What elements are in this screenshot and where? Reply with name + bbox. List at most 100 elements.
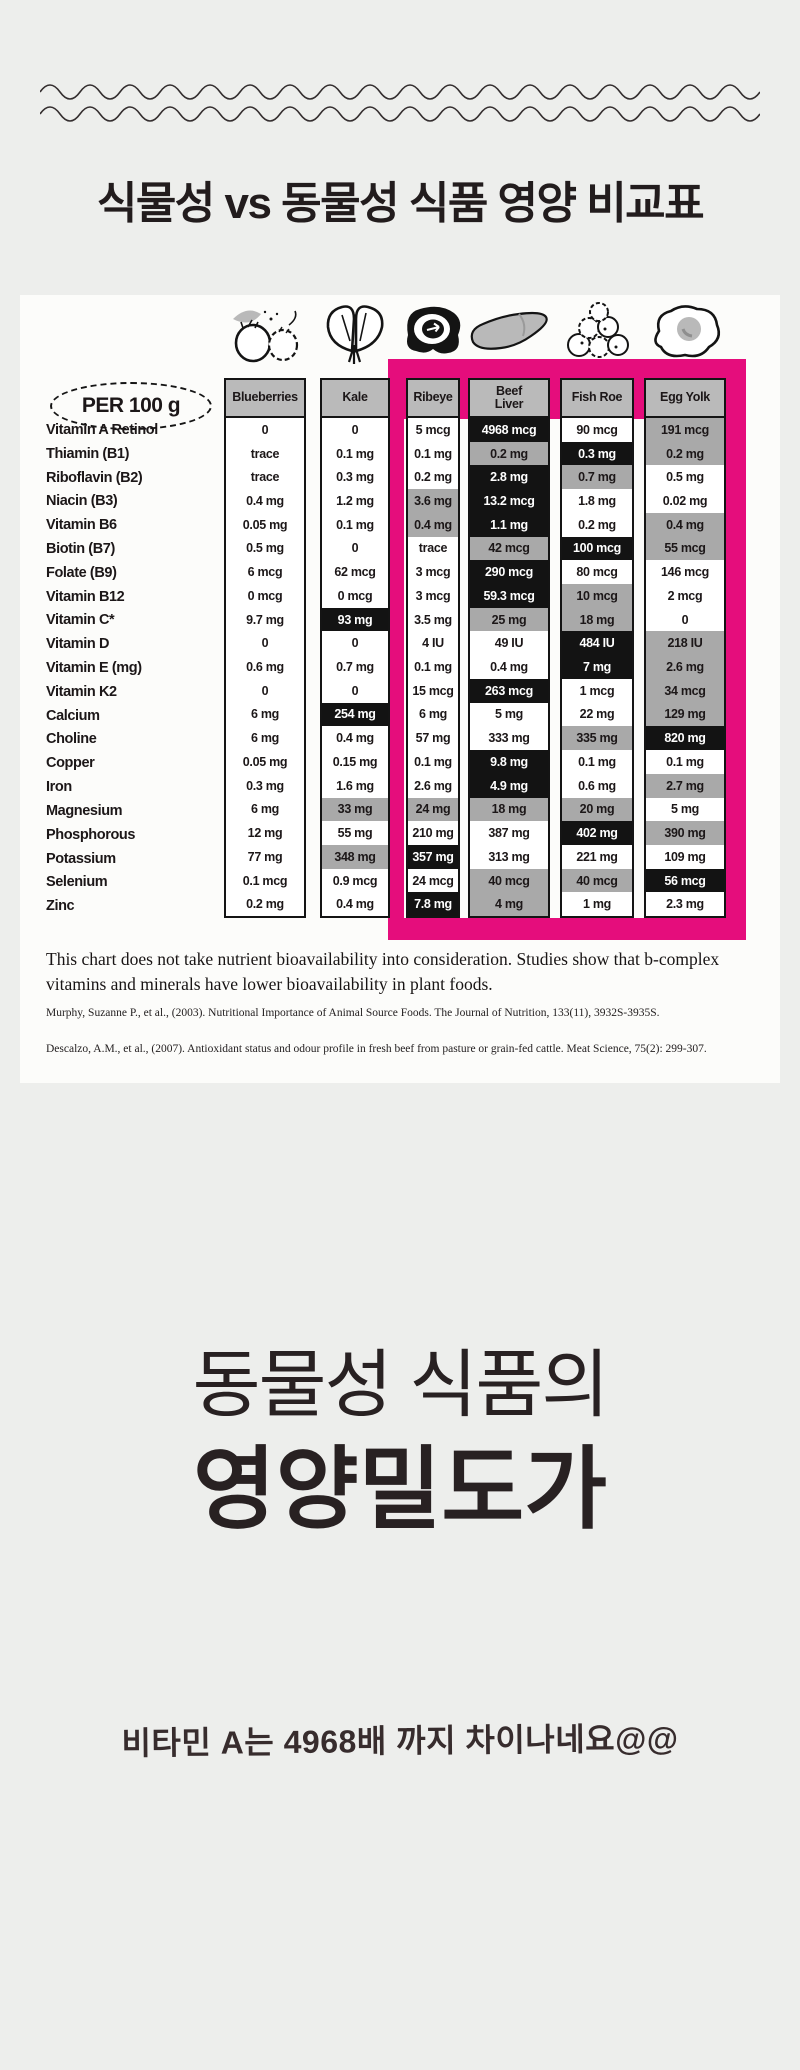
nutrient-label: Vitamin D [46, 636, 110, 653]
value-cell: 20 mg [562, 797, 632, 822]
nutrient-label: Magnesium [46, 802, 123, 819]
value-cell: 77 mg [247, 849, 283, 864]
page-title: 식물성 vs 동물성 식품 영양 비교표 [96, 179, 705, 229]
nutrient-label: Potassium [46, 850, 116, 867]
value-cell: 22 mg [579, 707, 615, 722]
column-values: 5 mcg 0.1 mg 0.2 mg 3.6 mg 0.4 mg trace 3 mcg 3… [406, 418, 460, 918]
column-values: 0 0.1 mg 0.3 mg 1.2 mg 0.1 mg 0 62 mcg 0 mcg 93 … [320, 418, 390, 918]
value-cell: trace [418, 541, 448, 556]
value-cell: 55 mcg [646, 536, 724, 561]
per-100g-badge: PER 100 g [50, 382, 212, 430]
nutrient-label: Vitamin B12 [46, 588, 125, 605]
value-cell: 0.7 mg [562, 465, 632, 490]
value-cell: 9.8 mg [470, 750, 548, 774]
value-cell: 24 mcg [412, 873, 454, 888]
value-cell: 0.5 mg [666, 470, 704, 485]
value-cell: 129 mg [646, 702, 724, 727]
value-cell: 12 mg [247, 826, 283, 841]
value-cell: 0 [351, 636, 359, 651]
value-cell: 0.3 mg [336, 470, 374, 485]
value-cell: 13.2 mcg [470, 489, 548, 513]
value-cell: 0 [681, 612, 689, 627]
value-cell: 55 mg [337, 826, 373, 841]
value-cell: 100 mcg [562, 536, 632, 561]
value-cell: 218 IU [646, 631, 724, 656]
value-cell: 1.2 mg [336, 494, 374, 509]
value-cell: 0.3 mg [562, 441, 632, 466]
value-cell: 191 mcg [646, 418, 724, 442]
value-cell: 25 mg [470, 607, 548, 632]
column-header: Ribeye [406, 378, 460, 418]
value-cell: 62 mcg [334, 565, 376, 580]
value-cell: 0 [351, 422, 359, 437]
value-cell: 93 mg [322, 607, 388, 632]
value-cell: 348 mg [322, 844, 388, 869]
nutrient-label: Phosphorous [46, 826, 136, 843]
nutrient-label: Niacin (B3) [46, 493, 118, 510]
citation-descalzo: Descalzo, A.M., et al., (2007). Antioxid… [46, 1043, 707, 1055]
value-cell: 333 mg [488, 731, 530, 746]
value-cell: 146 mcg [661, 565, 709, 580]
value-cell: 210 mg [412, 826, 454, 841]
column-values: 0 trace trace 0.4 mg 0.05 mg 0.5 mg 6 mcg 0 mcg… [224, 418, 306, 918]
value-cell: 7.8 mg [408, 892, 458, 917]
nutrient-labels-column: Vitamin A Retinol Thiamin (B1) Riboflavin … [46, 418, 218, 918]
value-cell: 387 mg [488, 826, 530, 841]
value-cell: 6 mcg [247, 565, 283, 580]
column-blueberries: Blueberries 0 trace trace 0.4 mg 0.05 mg 0.5 m… [224, 378, 306, 918]
fish-roe-icon [559, 301, 635, 366]
wavy-divider-line-1 [40, 84, 760, 100]
nutrient-label: Thiamin (B1) [46, 445, 130, 462]
value-cell: 484 IU [562, 631, 632, 656]
value-cell: 1.8 mg [578, 494, 616, 509]
value-cell: 0.2 mg [246, 897, 284, 912]
nutrient-label: Vitamin B6 [46, 517, 117, 534]
value-cell: 42 mcg [470, 536, 548, 561]
value-cell: 0.2 mg [646, 441, 724, 466]
nutrient-label: Copper [46, 755, 95, 772]
value-cell: 0.1 mg [414, 754, 452, 769]
value-cell: 5 mcg [415, 422, 451, 437]
value-cell: 0.7 mg [336, 660, 374, 675]
value-cell: trace [250, 470, 280, 485]
value-cell: 0.1 mcg [242, 873, 288, 888]
value-cell: 0.5 mg [246, 541, 284, 556]
value-cell: 0.4 mg [408, 512, 458, 537]
ribeye-icon [400, 301, 466, 364]
value-cell: 3 mcg [415, 588, 451, 603]
value-cell: 80 mcg [576, 565, 618, 580]
value-cell: 2.6 mg [646, 655, 724, 679]
nutrient-label: Choline [46, 731, 97, 748]
nutrition-table-card: PER 100 g Vitamin A Retinol Thiamin (B1) R… [20, 295, 780, 1083]
headline-block: 동물성 식품의 영양밀도가 [0, 1342, 800, 1540]
column-beef-liver: Beef Liver 4968 mcg 0.2 mg 2.8 mg 13.2 mcg 1.… [468, 378, 550, 918]
column-header: Kale [320, 378, 390, 418]
nutrient-label: Biotin (B7) [46, 540, 115, 557]
value-cell: 0.1 mg [414, 446, 452, 461]
value-cell: 6 mg [419, 707, 447, 722]
value-cell: 2.7 mg [646, 773, 724, 798]
value-cell: 0.1 mg [336, 517, 374, 532]
value-cell: 1.1 mg [470, 512, 548, 537]
value-cell: 0.6 mg [578, 778, 616, 793]
value-cell: 9.7 mg [246, 612, 284, 627]
nutrient-label: Calcium [46, 707, 100, 724]
value-cell: 1 mg [583, 897, 611, 912]
value-cell: 0.6 mg [246, 660, 284, 675]
column-ribeye: Ribeye 5 mcg 0.1 mg 0.2 mg 3.6 mg 0.4 mg trace… [406, 378, 460, 918]
value-cell: 0.3 mg [246, 778, 284, 793]
column-values: 4968 mcg 0.2 mg 2.8 mg 13.2 mcg 1.1 mg 42 mcg… [468, 418, 550, 918]
value-cell: 402 mg [562, 821, 632, 845]
value-cell: 254 mg [322, 702, 388, 727]
nutrient-label: Vitamin A Retinol [46, 421, 158, 438]
value-cell: 56 mcg [646, 868, 724, 893]
value-cell: 6 mg [251, 802, 279, 817]
nutrient-label: Zinc [46, 898, 75, 915]
value-cell: 0.4 mg [490, 660, 528, 675]
value-cell: 18 mg [562, 607, 632, 632]
value-cell: 290 mcg [470, 560, 548, 585]
egg-yolk-icon [645, 301, 725, 368]
value-cell: 2.6 mg [414, 778, 452, 793]
value-cell: 40 mcg [470, 868, 548, 893]
